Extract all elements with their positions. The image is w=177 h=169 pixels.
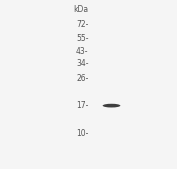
Text: kDa: kDa [73, 5, 88, 14]
Text: 26-: 26- [76, 74, 88, 83]
Text: 10-: 10- [76, 129, 88, 138]
Text: 43-: 43- [76, 47, 88, 56]
Text: 72-: 72- [76, 20, 88, 29]
Text: 34-: 34- [76, 59, 88, 68]
Ellipse shape [103, 104, 120, 107]
Text: 55-: 55- [76, 34, 88, 43]
Text: 17-: 17- [76, 101, 88, 110]
